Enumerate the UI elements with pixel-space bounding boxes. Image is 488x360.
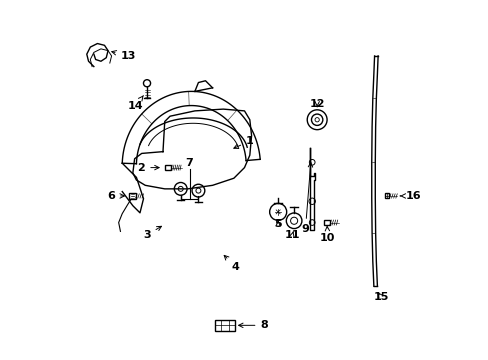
Text: 13: 13 [112, 51, 136, 61]
Text: 9: 9 [301, 163, 312, 234]
Text: 12: 12 [309, 99, 324, 109]
Text: 1: 1 [233, 136, 253, 148]
Text: 3: 3 [143, 226, 161, 240]
Text: 14: 14 [127, 95, 143, 111]
Text: 10: 10 [320, 226, 335, 243]
Text: 15: 15 [372, 292, 388, 302]
Text: 8: 8 [238, 320, 267, 330]
Text: 4: 4 [224, 255, 239, 272]
Text: 6: 6 [107, 191, 124, 201]
Text: 11: 11 [284, 230, 300, 240]
Text: 7: 7 [185, 158, 193, 168]
Text: 5: 5 [274, 219, 282, 229]
Text: 2: 2 [137, 163, 159, 172]
Text: 16: 16 [399, 191, 421, 201]
